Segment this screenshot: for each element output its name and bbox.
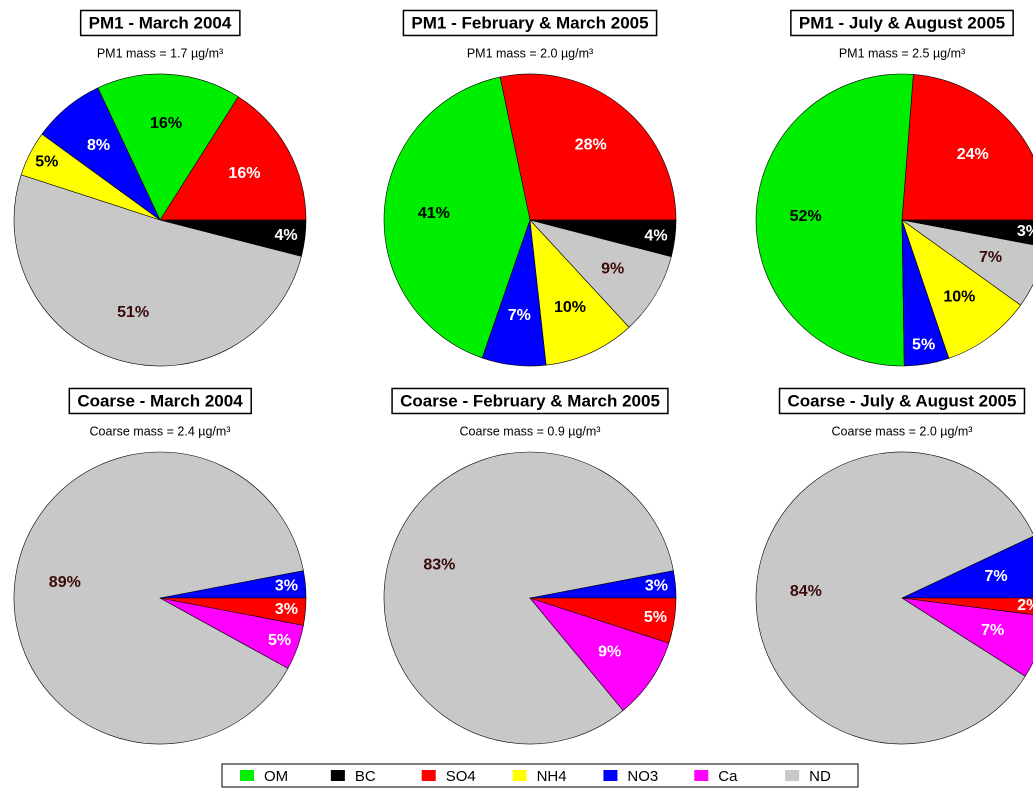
- legend-swatch: [694, 770, 709, 781]
- value-label: 7%: [979, 249, 1002, 266]
- title-box: [778, 387, 1026, 415]
- value-label: 7%: [508, 307, 531, 324]
- value-label: 51%: [117, 304, 149, 321]
- title-box: [402, 9, 658, 37]
- legend-swatch: [330, 770, 345, 781]
- value-label: 3%: [1017, 223, 1033, 240]
- title-box: [391, 387, 669, 415]
- pie-slice: [529, 597, 677, 644]
- value-label: 16%: [228, 165, 260, 182]
- value-label: 5%: [35, 154, 58, 171]
- legend-box: [221, 763, 859, 788]
- pie-slice: [901, 219, 1022, 359]
- value-label: 2%: [1017, 597, 1033, 614]
- pie-slice: [529, 219, 677, 258]
- legend-label: NH4: [537, 768, 567, 785]
- chart-title: Coarse - February & March 2005: [400, 391, 660, 410]
- pie-slice: [901, 597, 1033, 615]
- value-label: 5%: [912, 336, 935, 353]
- legend-label: OM: [264, 768, 288, 785]
- value-label: 16%: [150, 115, 182, 132]
- pie-slice: [159, 96, 307, 221]
- value-label: 3%: [275, 577, 298, 594]
- value-label: 3%: [275, 601, 298, 618]
- value-label: 4%: [644, 227, 667, 244]
- chart-title: PM1 - March 2004: [89, 13, 232, 32]
- value-label: 5%: [644, 609, 667, 626]
- chart-subtitle: PM1 mass = 1.7 µg/m³: [97, 46, 223, 60]
- pie-slice: [13, 451, 304, 745]
- pie-slice: [159, 219, 307, 257]
- chart-subtitle: Coarse mass = 0.9 µg/m³: [460, 424, 601, 438]
- pie-slice: [755, 451, 1033, 745]
- legend-swatch: [785, 770, 800, 781]
- pie-slice: [159, 597, 307, 626]
- value-label: 28%: [575, 136, 607, 153]
- legend-label: NO3: [627, 768, 658, 785]
- pie-slice: [755, 73, 914, 367]
- pie-slice: [901, 219, 1033, 306]
- legend-label: SO4: [446, 768, 476, 785]
- pie-slice: [529, 219, 672, 328]
- pie-slice: [901, 536, 1033, 599]
- legend-label: Ca: [718, 768, 738, 785]
- value-label: 89%: [49, 574, 81, 591]
- chart-subtitle: PM1 mass = 2.5 µg/m³: [839, 46, 965, 60]
- pie-slice: [901, 597, 1033, 677]
- chart-subtitle: Coarse mass = 2.0 µg/m³: [832, 424, 973, 438]
- chart-subtitle: Coarse mass = 2.4 µg/m³: [90, 424, 231, 438]
- value-label: 10%: [554, 299, 586, 316]
- value-label: 8%: [87, 137, 110, 154]
- legend-swatch: [512, 770, 527, 781]
- chart-title: PM1 - July & August 2005: [799, 13, 1005, 32]
- pie-slice: [13, 174, 302, 367]
- value-label: 4%: [274, 227, 297, 244]
- pie-slice: [383, 76, 531, 359]
- value-label: 5%: [268, 632, 291, 649]
- legend-swatch: [603, 770, 618, 781]
- value-label: 84%: [790, 583, 822, 600]
- title-box: [68, 387, 252, 415]
- chart-title: PM1 - February & March 2005: [411, 13, 648, 32]
- chart-title: Coarse - March 2004: [77, 391, 243, 410]
- chart-title: Coarse - July & August 2005: [788, 391, 1017, 410]
- pie-slice: [529, 219, 630, 366]
- title-box: [790, 9, 1014, 37]
- chart-subtitle: PM1 mass = 2.0 µg/m³: [467, 46, 593, 60]
- legend-swatch: [240, 770, 254, 781]
- pie-slice: [383, 451, 674, 745]
- pie-slice: [901, 219, 1033, 246]
- value-label: 83%: [423, 557, 455, 574]
- value-label: 10%: [943, 289, 975, 306]
- value-label: 3%: [645, 577, 668, 594]
- pie-slice: [901, 74, 1033, 221]
- title-box: [79, 9, 241, 37]
- pie-slice: [529, 597, 670, 711]
- value-label: 7%: [981, 622, 1004, 639]
- legend-swatch: [421, 770, 436, 781]
- value-label: 7%: [984, 568, 1007, 585]
- value-label: 41%: [418, 205, 450, 222]
- value-label: 24%: [957, 146, 989, 163]
- value-label: 52%: [790, 208, 822, 225]
- pie-slice: [97, 73, 239, 221]
- pie-slice: [499, 73, 677, 221]
- legend-label: BC: [355, 768, 376, 785]
- legend-label: ND: [809, 768, 831, 785]
- value-label: 9%: [598, 643, 621, 660]
- value-label: 9%: [601, 261, 624, 278]
